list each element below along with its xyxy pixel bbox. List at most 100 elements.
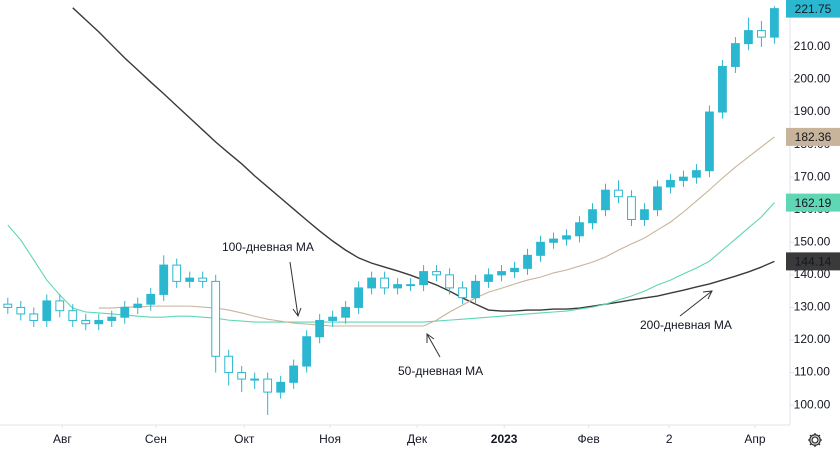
candles <box>3 6 779 415</box>
candle-body <box>94 319 104 325</box>
gear-teeth <box>808 433 822 447</box>
candle-body <box>770 8 779 38</box>
y-tick-label: 150.00 <box>794 234 831 248</box>
candle-body <box>42 300 52 321</box>
x-tick-label: 2 <box>666 432 673 446</box>
candle-body <box>575 222 584 237</box>
candle-body <box>679 176 688 181</box>
candle-body <box>289 365 299 383</box>
candle-body <box>68 310 78 321</box>
gear-ring <box>809 434 821 446</box>
candle-body <box>263 378 273 393</box>
candle-body <box>666 179 675 188</box>
candle-body <box>497 271 506 276</box>
candle-body <box>510 267 519 273</box>
candle-body <box>133 303 143 308</box>
candle-body <box>640 209 649 221</box>
x-tick-label: Дек <box>407 432 428 446</box>
candle-body <box>120 306 130 318</box>
candle-body <box>341 306 351 318</box>
candle-body <box>146 293 156 305</box>
candle-body <box>692 170 701 178</box>
candle-body <box>445 274 454 289</box>
candle-body <box>276 381 286 393</box>
candle-body <box>250 378 260 381</box>
price-tag-label: 144.14 <box>795 255 832 269</box>
candle-body <box>29 313 39 321</box>
candle-body <box>237 372 247 380</box>
candle-body <box>549 238 558 243</box>
y-tick-label: 140.00 <box>794 267 831 281</box>
x-tick-label: Авг <box>53 432 72 446</box>
candle-body <box>16 306 26 315</box>
candle-body <box>471 280 480 299</box>
candle-body <box>224 355 234 374</box>
candle-body <box>302 336 312 367</box>
x-tick-label: Сен <box>145 432 167 446</box>
candle-body <box>458 287 467 299</box>
candle-body <box>354 287 364 308</box>
gear-center <box>811 436 819 444</box>
arrow-200 <box>679 290 713 317</box>
y-tick-label: 100.00 <box>794 397 831 411</box>
candle-body <box>211 280 221 357</box>
candle-body <box>107 316 117 321</box>
candle-body <box>627 196 636 221</box>
x-tick-label: Ноя <box>319 432 341 446</box>
x-tick-label: Окт <box>234 432 255 446</box>
candle-body <box>731 43 740 67</box>
y-tick-label: 210.00 <box>794 39 831 53</box>
candle-body <box>653 186 662 211</box>
x-tick-label: 2023 <box>491 432 518 446</box>
x-tick-label: Фев <box>578 432 600 446</box>
candle-body <box>536 241 545 256</box>
candle-body <box>55 300 65 312</box>
candle-body <box>757 30 766 38</box>
candle-body <box>81 319 91 325</box>
candle-body <box>744 30 753 45</box>
candle-body <box>588 209 597 224</box>
candle-body <box>432 271 441 276</box>
x-tick-label: Апр <box>744 432 766 446</box>
y-tick-label: 110.00 <box>794 365 830 379</box>
arrow-100 <box>289 261 302 318</box>
price-tag-label: 221.75 <box>795 2 832 16</box>
candle-body <box>718 65 727 113</box>
price-tag <box>786 193 840 212</box>
settings-icon[interactable] <box>808 433 822 447</box>
y-tick-label: 120.00 <box>794 332 831 346</box>
ma-line <box>7 202 775 323</box>
candle-body <box>523 254 532 269</box>
candle-body <box>393 284 402 289</box>
candle-body <box>315 319 325 338</box>
y-tick-label: 130.00 <box>794 300 831 314</box>
candle-body <box>484 274 493 282</box>
ma-annotation: 100-дневная MA <box>222 240 314 254</box>
price-tag <box>786 252 840 271</box>
ma-annotation: 50-дневная MA <box>398 364 483 378</box>
candle-body <box>185 277 195 282</box>
y-tick-label: 190.00 <box>794 104 831 118</box>
candle-body <box>159 264 169 295</box>
candle-body <box>3 303 13 308</box>
candle-body <box>328 316 338 321</box>
candle-body <box>419 271 428 286</box>
candle-body <box>380 277 390 289</box>
price-tag <box>786 0 840 18</box>
price-tag-label: 182.36 <box>795 130 832 144</box>
annotation-arrows <box>289 261 713 358</box>
arrow-50 <box>426 333 441 358</box>
candle-body <box>601 189 610 211</box>
candle-body <box>367 277 377 289</box>
price-tag-label: 162.19 <box>795 196 832 210</box>
ma-annotation: 200-дневная MA <box>640 318 732 332</box>
y-tick-label: 200.00 <box>794 72 831 86</box>
price-tag <box>786 127 840 146</box>
candle-body <box>198 277 208 282</box>
candle-body <box>406 284 415 287</box>
candle-body <box>614 189 623 198</box>
y-tick-label: 170.00 <box>794 169 831 183</box>
candle-body <box>562 235 571 240</box>
